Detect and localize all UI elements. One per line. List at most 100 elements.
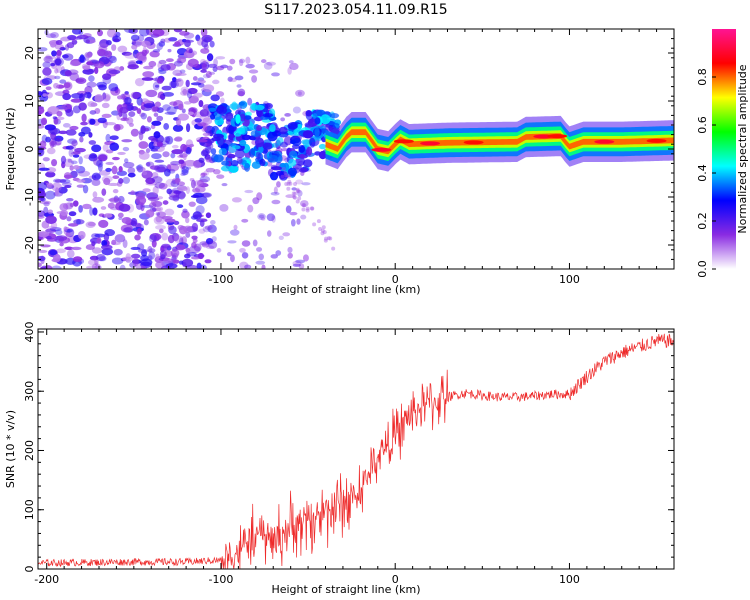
heatmap-blob (181, 236, 188, 245)
heatmap-blob (108, 69, 121, 75)
heatmap-blob (151, 239, 157, 248)
heatmap-blob (69, 125, 79, 131)
heatmap-blob (160, 64, 171, 71)
heatmap-blob (266, 230, 272, 237)
heatmap-blob (180, 86, 189, 93)
heatmap-blob (148, 251, 156, 260)
heatmap-blob (283, 170, 288, 175)
heatmap-blob (123, 227, 133, 233)
heatmap-blob (63, 174, 73, 179)
heatmap-blob (161, 232, 169, 241)
heatmap-blob (267, 154, 279, 163)
heatmap-blob (53, 57, 64, 67)
heatmap-blob (151, 176, 163, 184)
heatmap-blob (196, 262, 202, 269)
heatmap-blob (309, 137, 316, 148)
heatmap-blob (42, 61, 52, 69)
heatmap-blob (45, 33, 57, 39)
heatmap-blob (101, 113, 112, 118)
heatmap-blob (111, 44, 117, 51)
heatmap-blob (106, 29, 117, 38)
heatmap-blob (154, 164, 166, 173)
heatmap-blob (219, 204, 229, 212)
heatmap-blob (145, 209, 155, 218)
heatmap-blob (128, 29, 139, 34)
heatmap-blob (148, 248, 156, 253)
heatmap-blob (301, 139, 313, 145)
heatmap-blob (210, 220, 216, 225)
heatmap-blob (320, 114, 331, 125)
heatmap-blob (101, 188, 107, 196)
heatmap-blob (210, 113, 216, 120)
heatmap-blob (172, 78, 182, 83)
spectrogram-xtick-label: -100 (208, 273, 233, 286)
heatmap-blob (104, 229, 115, 237)
heatmap-blob (130, 91, 140, 99)
heatmap-blob (202, 218, 207, 222)
heatmap-blob (155, 215, 163, 223)
heatmap-blob (140, 265, 147, 269)
heatmap-blob (185, 79, 190, 88)
heatmap-blob (320, 228, 325, 233)
heatmap-blob (149, 232, 162, 241)
heatmap-blob (152, 81, 160, 91)
heatmap-blob (41, 77, 53, 85)
heatmap-blob (165, 178, 176, 188)
heatmap-blob (134, 234, 141, 241)
heatmap-blob (45, 56, 57, 60)
heatmap-blob (196, 218, 208, 223)
heatmap-blob (97, 154, 108, 162)
heatmap-blob (201, 192, 212, 198)
heatmap-blob (155, 212, 160, 216)
heatmap-blob (78, 30, 84, 36)
heatmap-blob (124, 96, 132, 105)
colorbar-label: Normalized spectral amplitude (736, 64, 749, 233)
heatmap-blob (245, 63, 255, 69)
heatmap-blob (156, 164, 168, 173)
heatmap-blob (64, 44, 70, 51)
heatmap-blob (91, 241, 96, 247)
heatmap-blob (305, 206, 310, 211)
snr-xtick-label: 0 (392, 573, 399, 586)
heatmap-blob (291, 187, 297, 191)
heatmap-blob (281, 167, 286, 172)
heatmap-blob (187, 111, 194, 116)
heatmap-blob (154, 159, 165, 163)
heatmap-blob (138, 131, 144, 141)
heatmap-blob (164, 218, 176, 223)
heatmap-blob (98, 84, 107, 91)
heatmap-blob (221, 183, 228, 187)
heatmap-blob (180, 143, 187, 152)
heatmap-blob (227, 153, 236, 159)
heatmap-blob (173, 235, 184, 244)
heatmap-blob (117, 45, 128, 53)
heatmap-blob (179, 69, 186, 74)
heatmap-blob (86, 265, 98, 269)
heatmap-blob (252, 239, 258, 247)
heatmap-blob (284, 181, 289, 186)
heatmap-blob (162, 151, 170, 158)
heatmap-blob (271, 199, 281, 205)
heatmap-blob (275, 250, 282, 256)
heatmap-blob (291, 191, 296, 196)
heatmap-blob (41, 265, 48, 269)
heatmap-blob (124, 29, 136, 33)
spectrogram-ytick-label: -10 (23, 188, 36, 206)
heatmap-blob (168, 37, 178, 42)
heatmap-blob (190, 256, 201, 260)
heatmap-blob (59, 203, 69, 212)
heatmap-blob (165, 58, 174, 63)
heatmap-blob (211, 236, 217, 242)
heatmap-blob (69, 202, 75, 208)
heatmap-blob (65, 129, 77, 136)
heatmap-blob (59, 79, 67, 84)
heatmap-blob (271, 215, 276, 223)
heatmap-blob (212, 169, 221, 175)
heatmap-blob (71, 92, 83, 99)
heatmap-blob (63, 82, 71, 89)
snr-panel: -200 -100 0 100 0 100 200 300 400 Height of strai… (4, 321, 675, 596)
heatmap-blob (60, 210, 69, 216)
heatmap-blob (162, 200, 169, 205)
snr-xtick-label: 100 (559, 573, 580, 586)
heatmap-blob (192, 76, 198, 81)
